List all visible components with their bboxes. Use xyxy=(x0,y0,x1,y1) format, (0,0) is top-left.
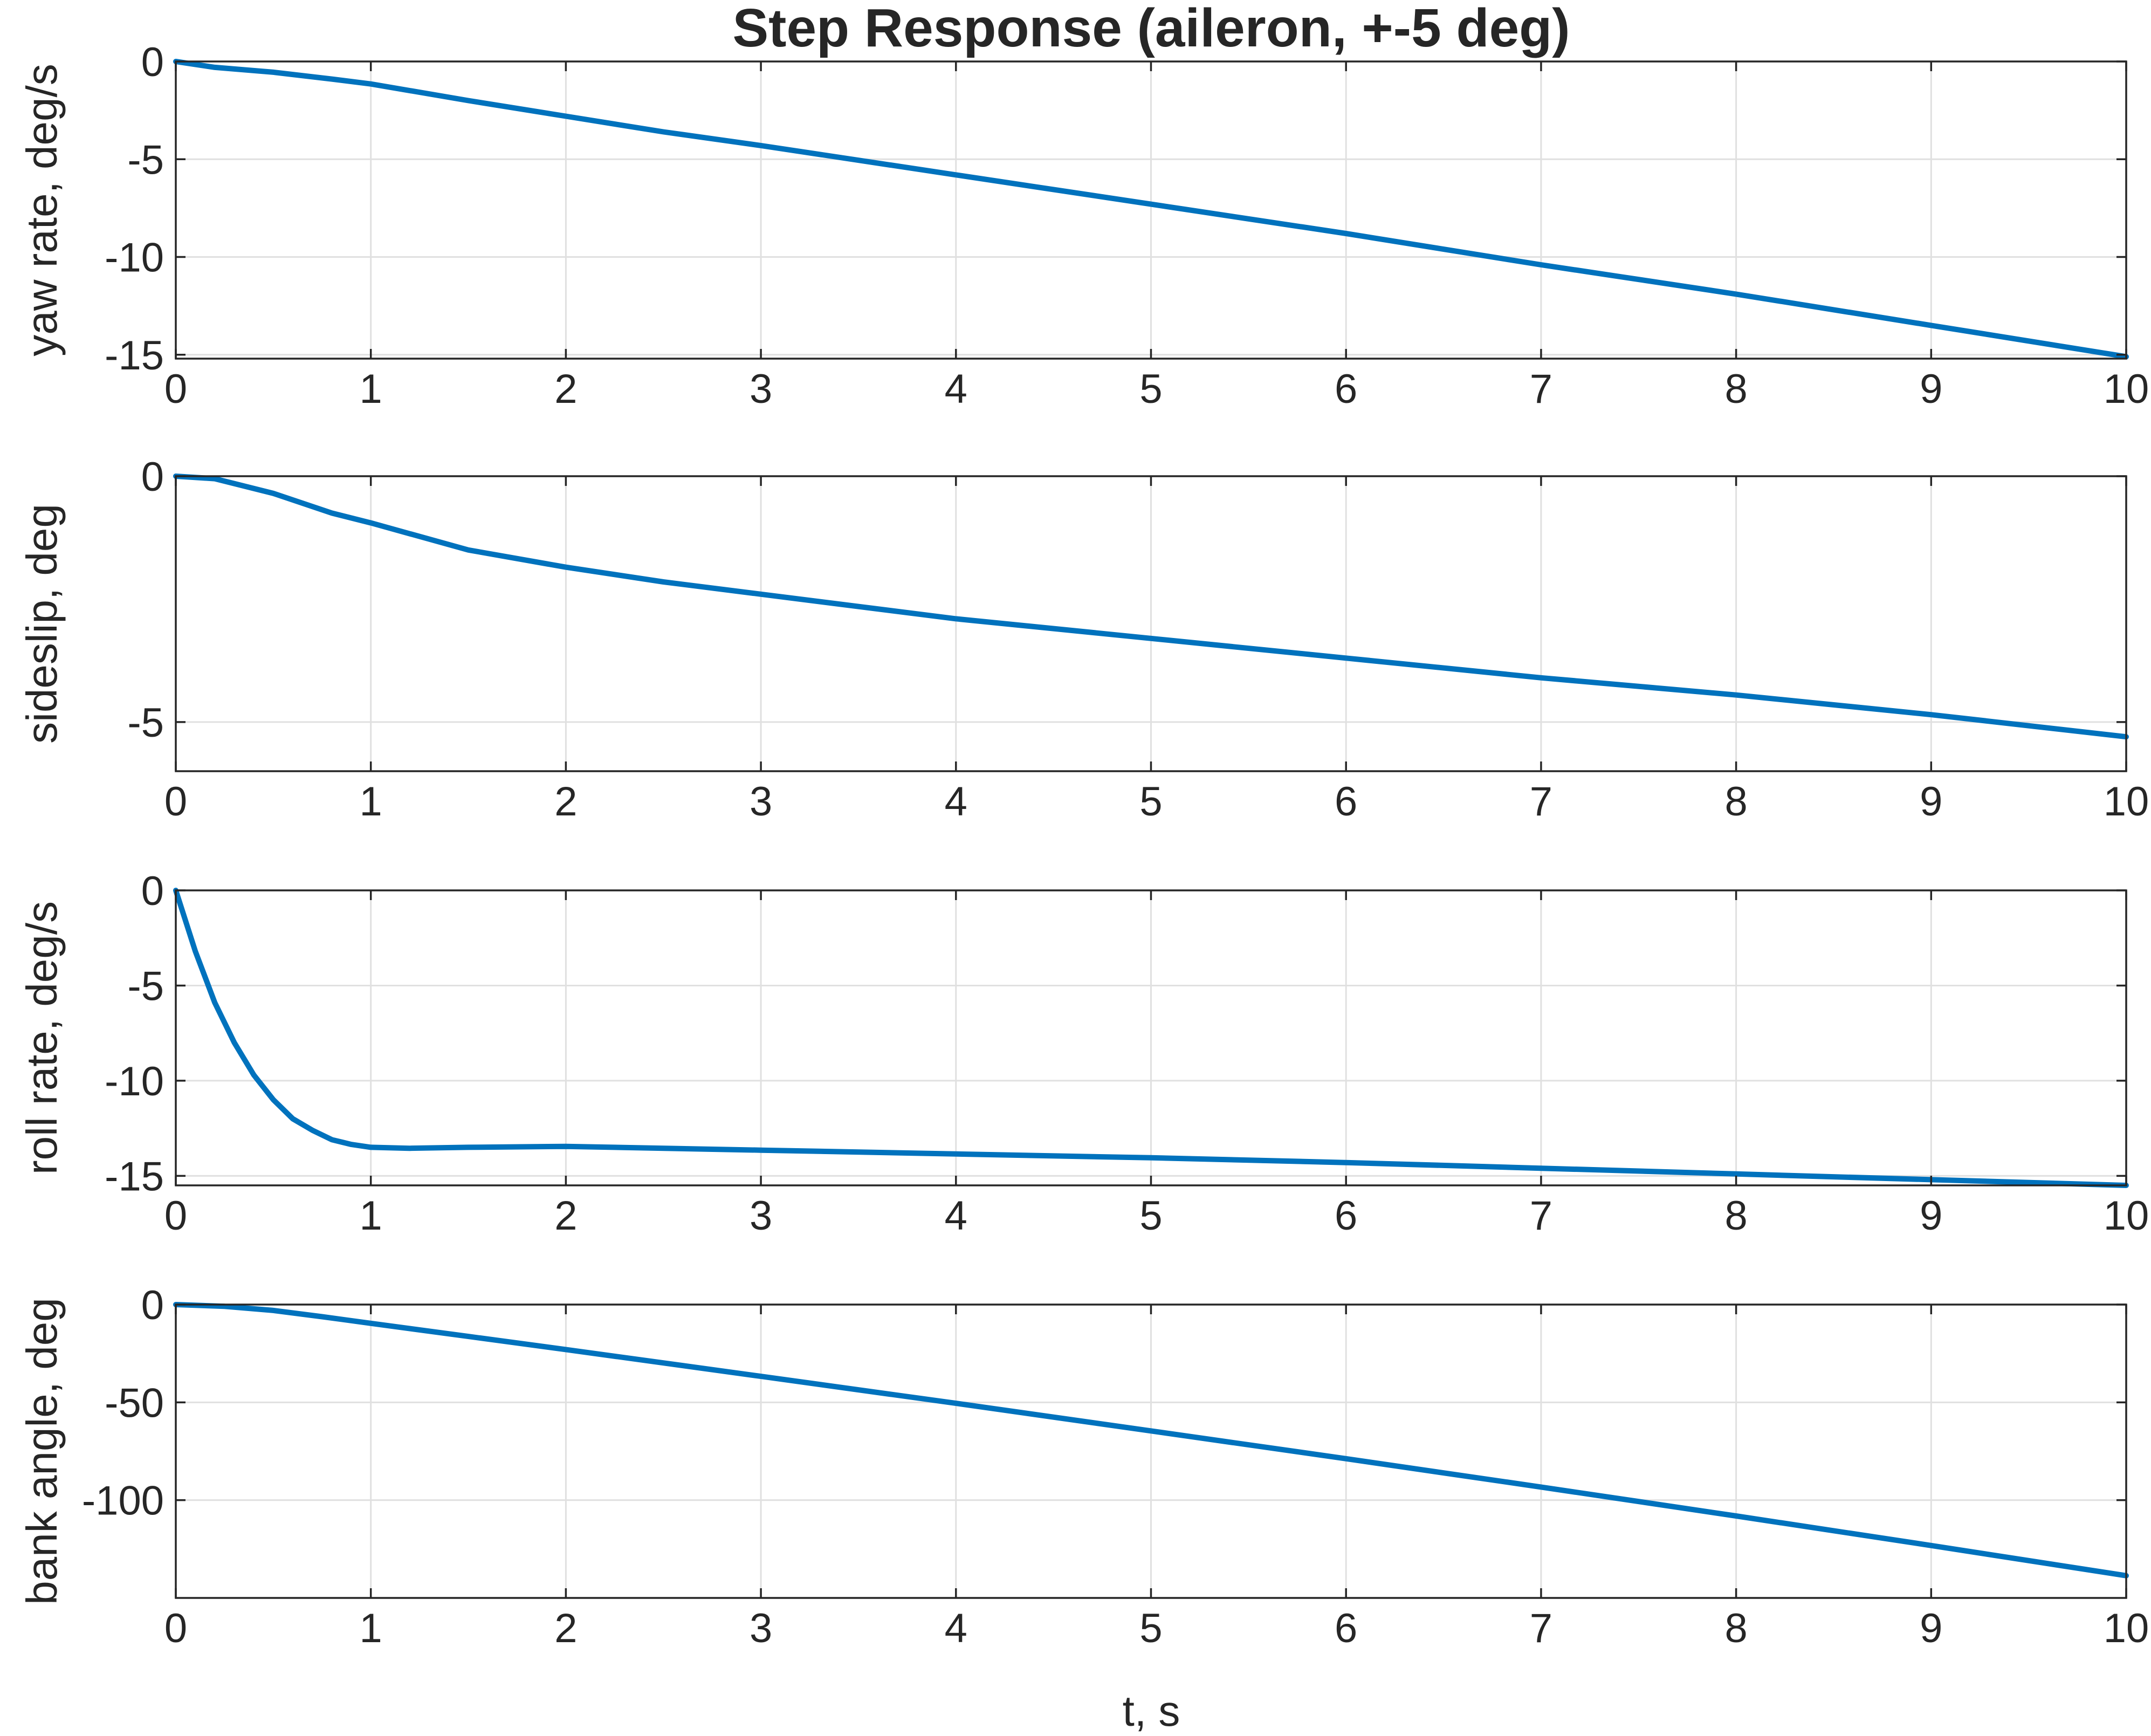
series-line xyxy=(173,474,2129,740)
x-tick-label: 10 xyxy=(2104,366,2149,412)
x-tick-label: 9 xyxy=(1920,1193,1942,1239)
y-tick-label: -50 xyxy=(105,1380,164,1426)
y-tick-label: -15 xyxy=(105,1154,164,1199)
x-tick-label: 9 xyxy=(1920,366,1942,412)
y-tick-label: -5 xyxy=(127,137,164,183)
x-tick-label: 2 xyxy=(554,779,577,825)
x-tick-label: 5 xyxy=(1139,1193,1162,1239)
x-tick-label: 4 xyxy=(945,1605,967,1651)
x-tick-label: 8 xyxy=(1724,1193,1747,1239)
y-tick-label: -10 xyxy=(105,235,164,281)
y-tick-label: -15 xyxy=(105,333,164,379)
chart-title: Step Response (aileron, +-5 deg) xyxy=(732,0,1570,58)
x-tick-label: 6 xyxy=(1335,366,1357,412)
x-tick-label: 9 xyxy=(1920,1605,1942,1651)
y-tick-label: -5 xyxy=(127,963,164,1009)
x-tick-label: 7 xyxy=(1530,366,1552,412)
y-tick-label: -10 xyxy=(105,1059,164,1104)
subplot-4: 0 1 2 3 4 5 6 7 8 9 10 0 -50 -100 bank angle, deg xyxy=(18,1282,2149,1651)
x-tick-label: 4 xyxy=(945,366,967,412)
x-tick-label: 6 xyxy=(1335,779,1357,825)
x-tick-label: 1 xyxy=(360,366,382,412)
x-tick-label: 3 xyxy=(750,1193,772,1239)
x-tick-label: 7 xyxy=(1530,1193,1552,1239)
x-tick-label: 5 xyxy=(1139,366,1162,412)
y-tick-label: 0 xyxy=(141,868,164,914)
y-tick-label: 0 xyxy=(141,39,164,85)
x-tick-label: 0 xyxy=(164,1193,187,1239)
x-tick-label: 2 xyxy=(554,1193,577,1239)
y-axis-label: bank angle, deg xyxy=(18,1298,66,1604)
x-tick-label: 8 xyxy=(1724,1605,1747,1651)
x-tick-label: 1 xyxy=(360,1193,382,1239)
x-tick-label: 7 xyxy=(1530,779,1552,825)
series-line xyxy=(173,1302,2129,1579)
y-tick-label: -5 xyxy=(127,700,164,746)
x-tick-label: 6 xyxy=(1335,1605,1357,1651)
x-tick-label: 2 xyxy=(554,1605,577,1651)
x-tick-label: 3 xyxy=(750,366,772,412)
y-axis-label: roll rate, deg/s xyxy=(18,901,66,1175)
x-tick-label: 10 xyxy=(2104,1193,2149,1239)
subplot-3: 0 1 2 3 4 5 6 7 8 9 10 0 -5 -10 -15 roll rate, deg/s xyxy=(18,868,2149,1239)
x-tick-label: 0 xyxy=(164,1605,187,1651)
x-tick-label: 10 xyxy=(2104,779,2149,825)
x-tick-label: 3 xyxy=(750,1605,772,1651)
x-tick-label: 7 xyxy=(1530,1605,1552,1651)
x-tick-label: 1 xyxy=(360,1605,382,1651)
y-tick-label: -100 xyxy=(82,1478,164,1524)
x-tick-label: 4 xyxy=(945,1193,967,1239)
x-tick-label: 5 xyxy=(1139,1605,1162,1651)
x-tick-label: 0 xyxy=(164,779,187,825)
y-tick-label: 0 xyxy=(141,1282,164,1328)
y-tick-label: 0 xyxy=(141,454,164,500)
x-tick-label: 9 xyxy=(1920,779,1942,825)
x-tick-label: 6 xyxy=(1335,1193,1357,1239)
x-tick-label: 0 xyxy=(164,366,187,412)
x-tick-label: 8 xyxy=(1724,366,1747,412)
x-tick-label: 2 xyxy=(554,366,577,412)
x-tick-label: 5 xyxy=(1139,779,1162,825)
subplot-1: 0 1 2 3 4 5 6 7 8 9 10 0 -5 -10 -15 yaw rate, deg/s xyxy=(18,39,2149,412)
x-tick-label: 8 xyxy=(1724,779,1747,825)
x-tick-label: 10 xyxy=(2104,1605,2149,1651)
series-line xyxy=(173,888,2129,1188)
y-axis-label: sideslip, deg xyxy=(18,504,66,744)
x-axis-label: t, s xyxy=(1123,1687,1180,1735)
y-axis-label: yaw rate, deg/s xyxy=(18,64,66,356)
x-tick-label: 4 xyxy=(945,779,967,825)
x-tick-label: 3 xyxy=(750,779,772,825)
x-tick-label: 1 xyxy=(360,779,382,825)
series-line xyxy=(173,59,2129,360)
